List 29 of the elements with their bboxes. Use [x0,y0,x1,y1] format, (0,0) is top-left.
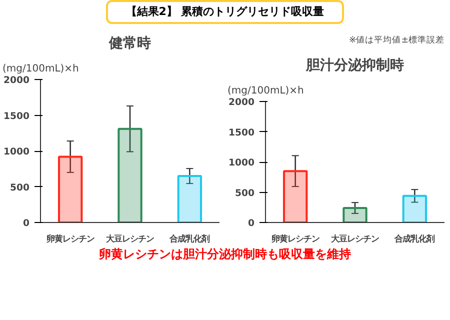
y-axis-title: (mg/100mL)×h [2,64,79,74]
text: 【結果2】 累積のトリグリセリド吸収量 [106,0,344,24]
bar [58,156,83,222]
y-tick-label: 1500 [228,127,256,138]
x-tick-label: 大豆レシチン [331,234,379,244]
y-tick-label: 1000 [228,158,256,168]
text: ※値は平均値±標準誤差 [348,34,445,46]
y-tick-label: 1000 [4,146,30,158]
chart-title: 健常時 [108,36,151,52]
x-tick-label: 卵黄レシチン [45,234,94,244]
y-axis-title: (mg/100mL)×h [228,86,304,96]
bar [177,175,202,222]
bar [282,170,308,222]
y-tick-label: 0 [248,218,256,229]
bar [402,194,428,222]
bar [342,206,368,222]
y-tick-label: 500 [10,182,30,194]
x-tick-label: 卵黄レシチン [270,234,320,244]
bar [118,128,142,222]
y-tick-label: 2000 [228,97,256,108]
x-tick-label: 合成乳化剤 [168,234,210,244]
y-tick-label: 500 [235,188,256,199]
x-tick-label: 合成乳化剤 [394,234,435,244]
x-tick-label: 大豆レシチン [106,234,154,244]
chart-title: 胆汁分泌抑制時 [305,58,404,74]
y-tick-label: 2000 [4,75,30,86]
text: 卵黄レシチンは胆汁分泌抑制時も吸収量を維持 [99,246,351,263]
y-tick-label: 0 [23,218,30,229]
y-tick-label: 1500 [4,110,30,122]
